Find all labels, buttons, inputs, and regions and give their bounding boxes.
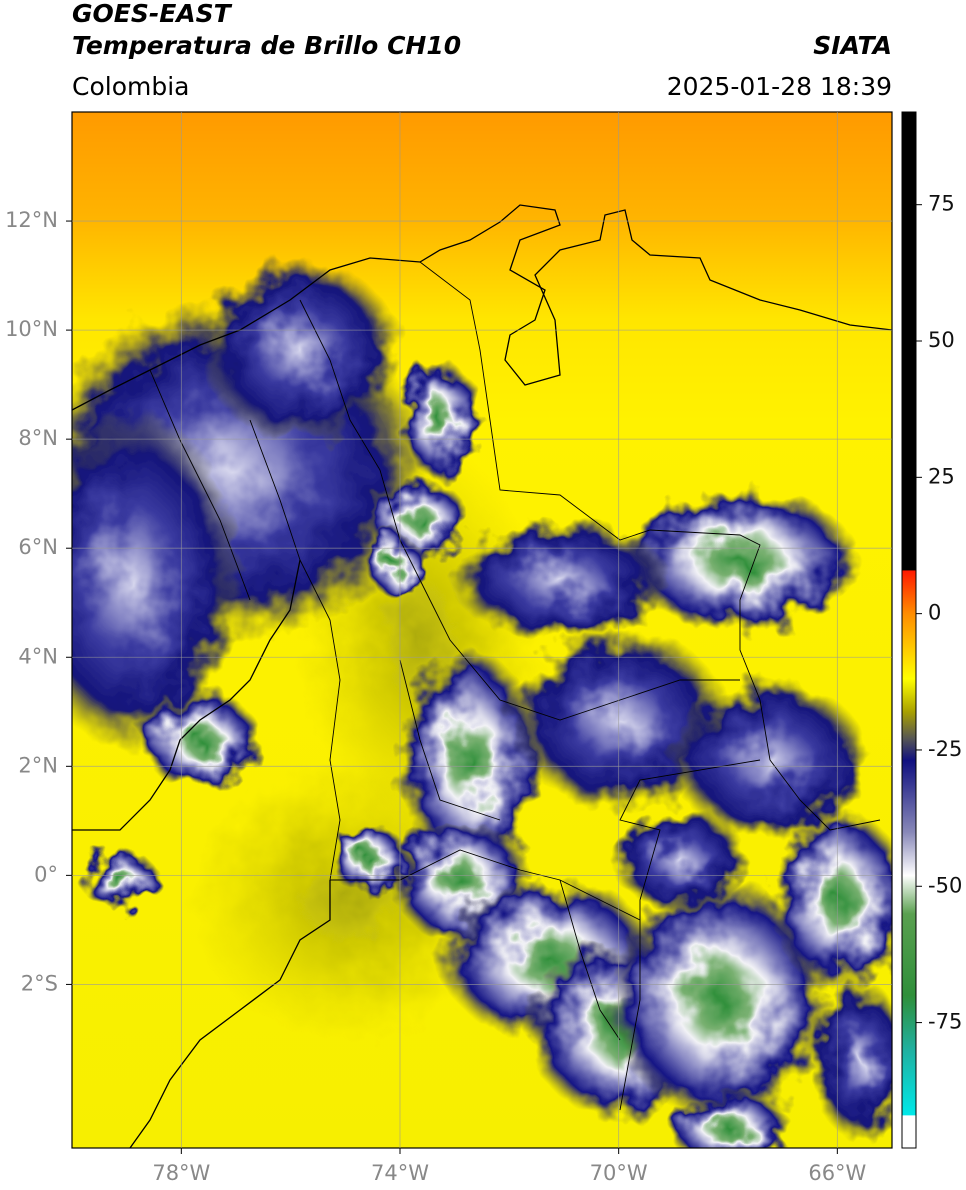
colorbar-tick-label: 25 <box>928 464 955 488</box>
y-tick-label: 0° <box>34 862 58 886</box>
y-tick-label: 12°N <box>5 208 58 232</box>
datetime: 2025-01-28 18:39 <box>667 72 892 101</box>
colorbar-tick-label: 75 <box>928 192 955 216</box>
map-frame <box>71 111 893 1149</box>
colorbar-tick-label: -75 <box>928 1010 962 1034</box>
coastlines <box>72 204 892 1148</box>
x-tick-label: 74°W <box>371 1161 429 1185</box>
y-tick-label: 8°N <box>18 426 58 450</box>
title-line2: Temperatura de Brillo CH10 <box>72 31 461 60</box>
colorbar-tick-label: -50 <box>928 873 962 897</box>
y-tick-label: 2°N <box>18 753 58 777</box>
satellite-image <box>72 112 892 1148</box>
x-tick-label: 78°W <box>152 1161 210 1185</box>
labels: 78°W 74°W 70°W 66°W 12°N 10°N 8°N 6°N 4°N 2°N 0° 2°… <box>5 192 962 1185</box>
y-tick-label: 4°N <box>18 644 58 668</box>
source: SIATA <box>813 31 892 60</box>
colorbar-tick-label: 0 <box>928 601 941 625</box>
x-tick-label: 70°W <box>590 1161 648 1185</box>
graticule <box>66 112 892 1154</box>
x-tick-label: 66°W <box>808 1161 866 1185</box>
y-tick-label: 2°S <box>21 971 58 995</box>
y-tick-label: 6°N <box>18 535 58 559</box>
colorbar-tick-label: 50 <box>928 328 955 352</box>
colorbar-tick-label: -25 <box>928 737 962 761</box>
region: Colombia <box>72 72 189 101</box>
title-line1: GOES-EAST <box>72 0 233 28</box>
y-tick-label: 10°N <box>5 317 58 341</box>
borders <box>149 261 881 1111</box>
colorbar <box>901 111 917 1149</box>
